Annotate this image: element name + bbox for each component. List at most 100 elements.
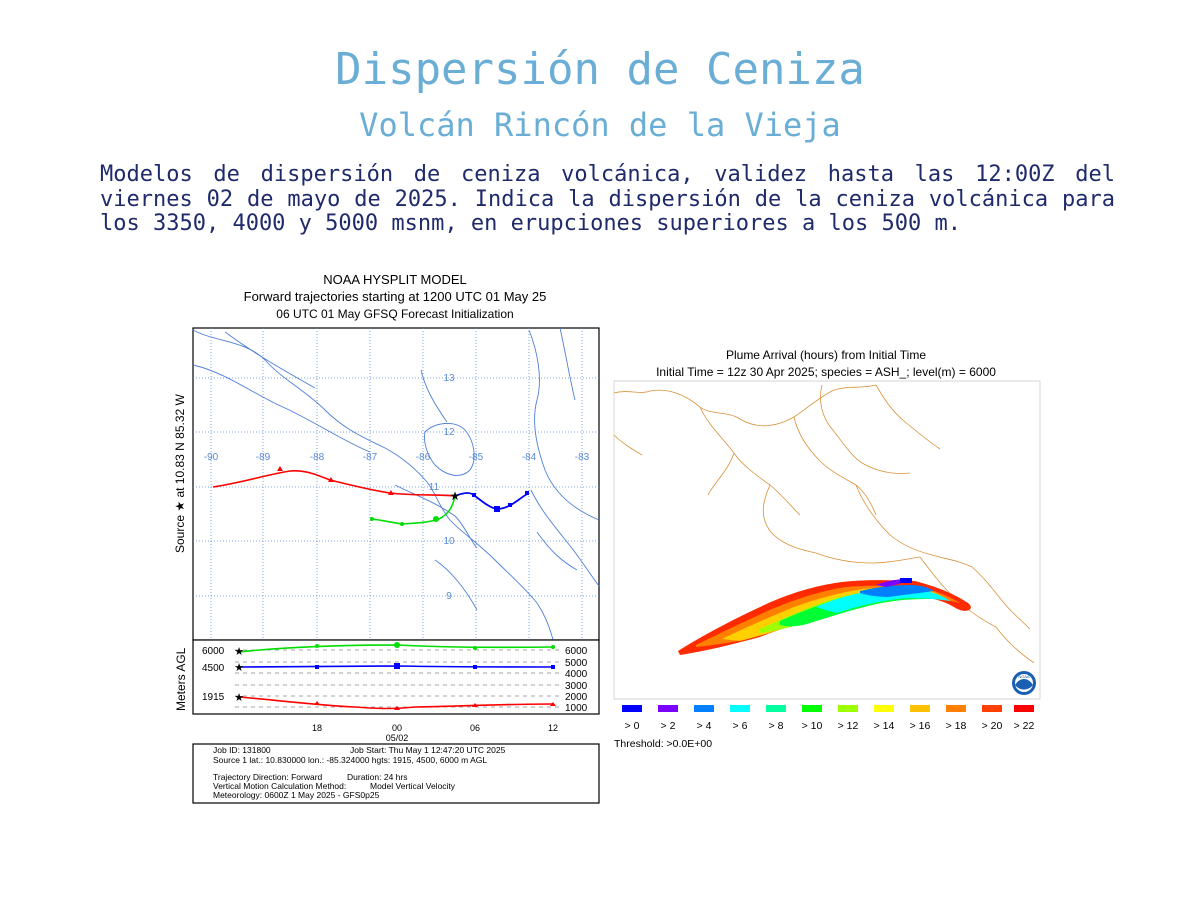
profile-markers: ★ ★ ★ (234, 642, 556, 710)
time-axis: 18 00 06 12 05/02 (312, 723, 558, 743)
red-marker (394, 706, 400, 710)
blue-marker (472, 493, 476, 497)
red-marker (314, 701, 320, 705)
country-borders (613, 384, 1035, 664)
plume-map-frame (613, 380, 1041, 700)
red-marker (277, 466, 283, 471)
lat-labels: 13 12 11 10 9 (429, 373, 455, 602)
red-marker (550, 702, 556, 706)
info-duration: Duration: 24 hrs (347, 772, 407, 782)
legend-swatch (982, 705, 1002, 712)
plume-arrival-figure: Plume Arrival (hours) from Initial Time … (610, 345, 1042, 755)
start-star-icon: ★ (234, 662, 244, 674)
date-label: 05/02 (386, 733, 409, 743)
blue-marker (494, 506, 500, 512)
lat-label: 11 (429, 482, 440, 493)
plume-title-2: Initial Time = 12z 30 Apr 2025; species … (656, 365, 996, 379)
legend-label: > 0 (625, 720, 640, 732)
hysplit-trajectory-figure: NOAA HYSPLIT MODEL Forward trajectories … (165, 270, 605, 805)
time-tick: 12 (548, 723, 558, 733)
height-label: 4500 (202, 663, 225, 674)
lat-label: 9 (446, 591, 452, 602)
blue-marker (525, 491, 529, 495)
lon-label: -88 (310, 452, 325, 463)
trajectory-green (371, 495, 456, 525)
map-gridlines (193, 328, 599, 640)
hysplit-svg: NOAA HYSPLIT MODEL Forward trajectories … (173, 272, 600, 804)
profile-right-labels: 6000 5000 4000 3000 2000 1000 (565, 646, 588, 714)
legend-swatch (694, 705, 714, 712)
start-star-icon: ★ (234, 692, 244, 704)
plume-band-green (780, 591, 936, 627)
legend-labels: > 0 > 2 > 4 > 6 > 8 > 10 > 12 > 14 > 16 … (625, 720, 1035, 732)
plume-title-1: Plume Arrival (hours) from Initial Time (726, 348, 926, 362)
info-vertical-method: Vertical Motion Calculation Method: (213, 781, 346, 791)
legend-label: > 10 (802, 720, 823, 732)
blue-marker (508, 503, 512, 507)
legend-swatch (622, 705, 642, 712)
svg-text:NOAA: NOAA (1018, 674, 1030, 679)
map-coastlines (192, 327, 600, 641)
legend-swatch (910, 705, 930, 712)
legend-label: > 6 (733, 720, 748, 732)
info-vertical-value: Model Vertical Velocity (370, 781, 456, 791)
info-source: Source 1 lat.: 10.830000 lon.: -85.32400… (213, 755, 487, 765)
lon-label: -83 (575, 452, 590, 463)
time-tick: 00 (392, 723, 402, 733)
legend-label: > 14 (874, 720, 895, 732)
lon-label: -87 (363, 452, 378, 463)
time-tick: 18 (312, 723, 322, 733)
lon-labels: -90 -89 -88 -87 -86 -85 -84 -83 (204, 452, 590, 463)
lat-label: 13 (443, 373, 455, 384)
source-label: Source ★ at 10.83 N 85.32 W (173, 393, 187, 553)
lon-label: -89 (256, 452, 271, 463)
profile-frame (192, 639, 600, 715)
green-marker (551, 645, 555, 649)
height-label: 3000 (565, 681, 588, 692)
plume-svg: Plume Arrival (hours) from Initial Time … (613, 348, 1041, 750)
info-direction: Trajectory Direction: Forward (213, 772, 323, 782)
legend-swatch (730, 705, 750, 712)
height-label: 1000 (565, 703, 588, 714)
green-marker (394, 642, 400, 648)
legend-swatch (1014, 705, 1034, 712)
hysplit-title-1: NOAA HYSPLIT MODEL (323, 272, 467, 287)
green-marker (433, 516, 439, 522)
map-frame (192, 327, 600, 641)
red-marker (388, 490, 394, 495)
lon-label: -85 (469, 452, 484, 463)
start-star-icon: ★ (234, 646, 244, 658)
legend-label: > 20 (982, 720, 1003, 732)
plume-band-blue (860, 585, 934, 597)
legend-swatch (802, 705, 822, 712)
info-box (192, 743, 600, 804)
source-star-icon: ★ (450, 489, 461, 503)
legend-swatch (874, 705, 894, 712)
agl-label: Meters AGL (174, 647, 188, 711)
info-text: Job ID: 131800 Job Start: Thu May 1 12:4… (213, 745, 506, 800)
legend-label: > 12 (838, 720, 859, 732)
legend-label: > 2 (661, 720, 676, 732)
hysplit-title-2: Forward trajectories starting at 1200 UT… (244, 289, 547, 304)
trajectory-markers: ★ (277, 466, 529, 526)
height-label: 6000 (565, 646, 588, 657)
legend-swatch (946, 705, 966, 712)
plume-band-cyan (816, 589, 950, 613)
lon-label: -86 (416, 452, 431, 463)
blue-marker (315, 665, 319, 669)
time-tick: 06 (470, 723, 480, 733)
threshold-label: Threshold: >0.0E+00 (614, 738, 712, 750)
legend-swatches (622, 705, 1034, 712)
lat-label: 12 (443, 427, 455, 438)
info-meteorology: Meteorology: 0600Z 1 May 2025 - GFS0p25 (213, 790, 380, 800)
legend-label: > 16 (910, 720, 931, 732)
description: Modelos de dispersión de ceniza volcánic… (100, 162, 1115, 236)
plume-core-blue (900, 578, 912, 583)
info-job-start: Job Start: Thu May 1 12:47:20 UTC 2025 (350, 745, 506, 755)
profile-red (238, 696, 554, 710)
height-label: 5000 (565, 658, 588, 669)
page-subtitle: Volcán Rincón de la Vieja (359, 106, 841, 144)
hysplit-title-3: 06 UTC 01 May GFSQ Forecast Initializati… (276, 307, 513, 321)
legend-label: > 18 (946, 720, 967, 732)
noaa-logo: NOAA (1012, 671, 1036, 695)
